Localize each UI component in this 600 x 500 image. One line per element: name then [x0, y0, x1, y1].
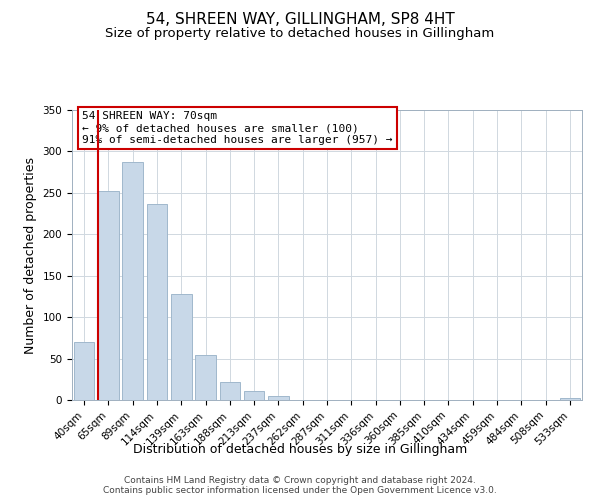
Text: Contains public sector information licensed under the Open Government Licence v3: Contains public sector information licen… [103, 486, 497, 495]
Text: Size of property relative to detached houses in Gillingham: Size of property relative to detached ho… [106, 28, 494, 40]
Bar [560, 398, 580, 400]
Bar [171, 294, 191, 400]
Bar [268, 396, 289, 400]
Bar [244, 391, 265, 400]
Bar [98, 191, 119, 400]
Text: Contains HM Land Registry data © Crown copyright and database right 2024.: Contains HM Land Registry data © Crown c… [124, 476, 476, 485]
Text: 54, SHREEN WAY, GILLINGHAM, SP8 4HT: 54, SHREEN WAY, GILLINGHAM, SP8 4HT [146, 12, 454, 28]
Text: 54 SHREEN WAY: 70sqm
← 9% of detached houses are smaller (100)
91% of semi-detac: 54 SHREEN WAY: 70sqm ← 9% of detached ho… [82, 112, 392, 144]
Bar [146, 204, 167, 400]
Text: Distribution of detached houses by size in Gillingham: Distribution of detached houses by size … [133, 442, 467, 456]
Bar [122, 162, 143, 400]
Y-axis label: Number of detached properties: Number of detached properties [24, 156, 37, 354]
Bar [74, 342, 94, 400]
Bar [220, 382, 240, 400]
Bar [195, 356, 216, 400]
